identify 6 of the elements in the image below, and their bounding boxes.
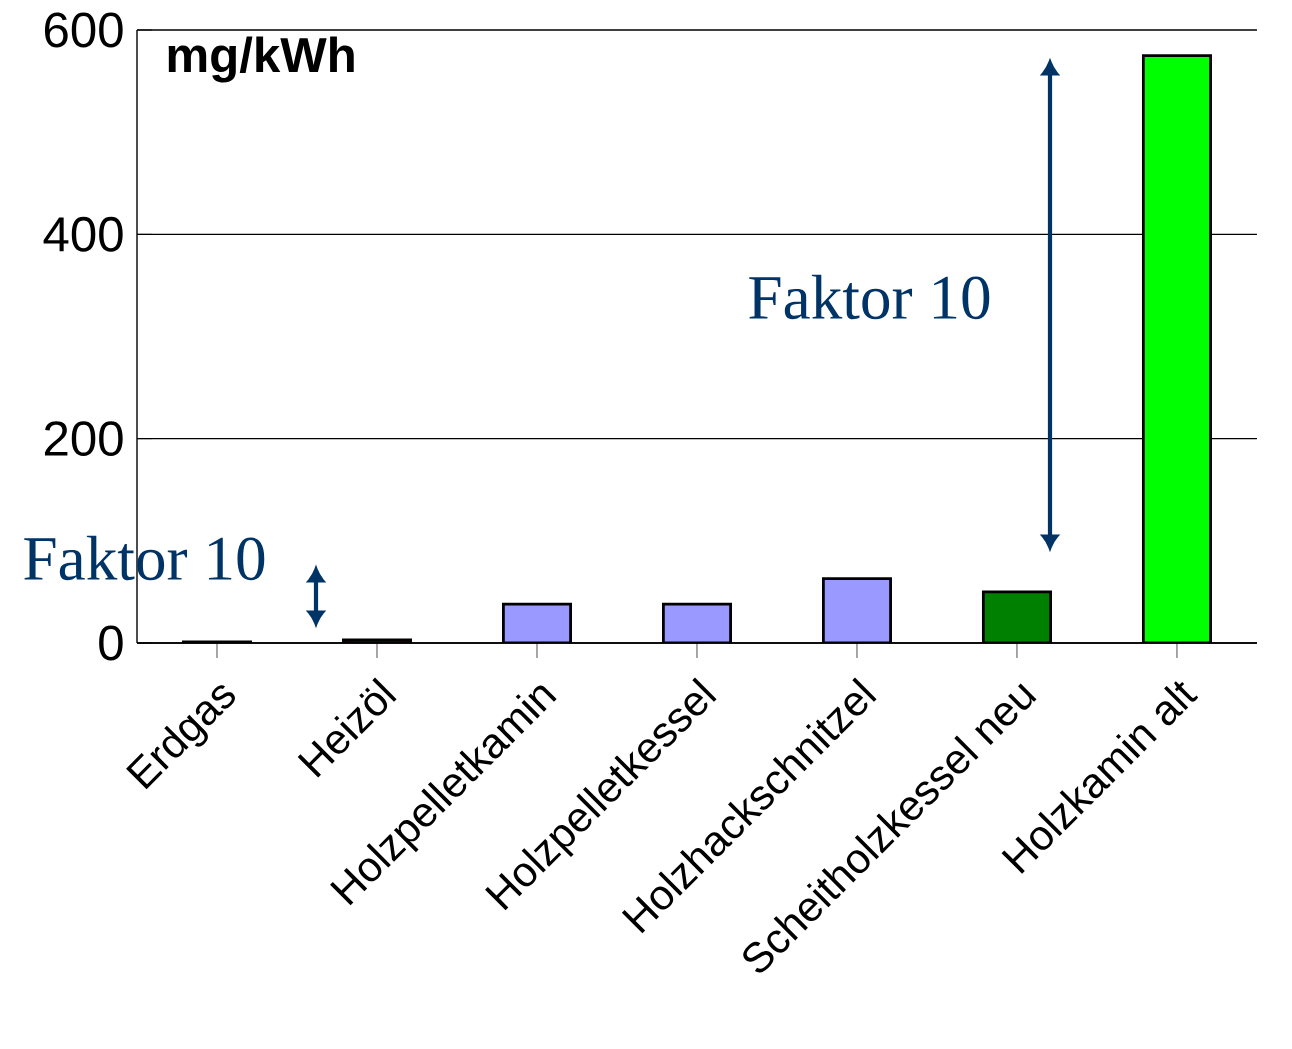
y-axis-title: mg/kWh xyxy=(168,36,354,83)
y-tick-label: 0 xyxy=(99,625,123,661)
y-tick-label: 200 xyxy=(44,421,123,457)
annotation: Faktor 10 xyxy=(749,274,990,320)
y-tick-label: 400 xyxy=(43,216,123,252)
y-tick-label: 600 xyxy=(44,12,123,48)
